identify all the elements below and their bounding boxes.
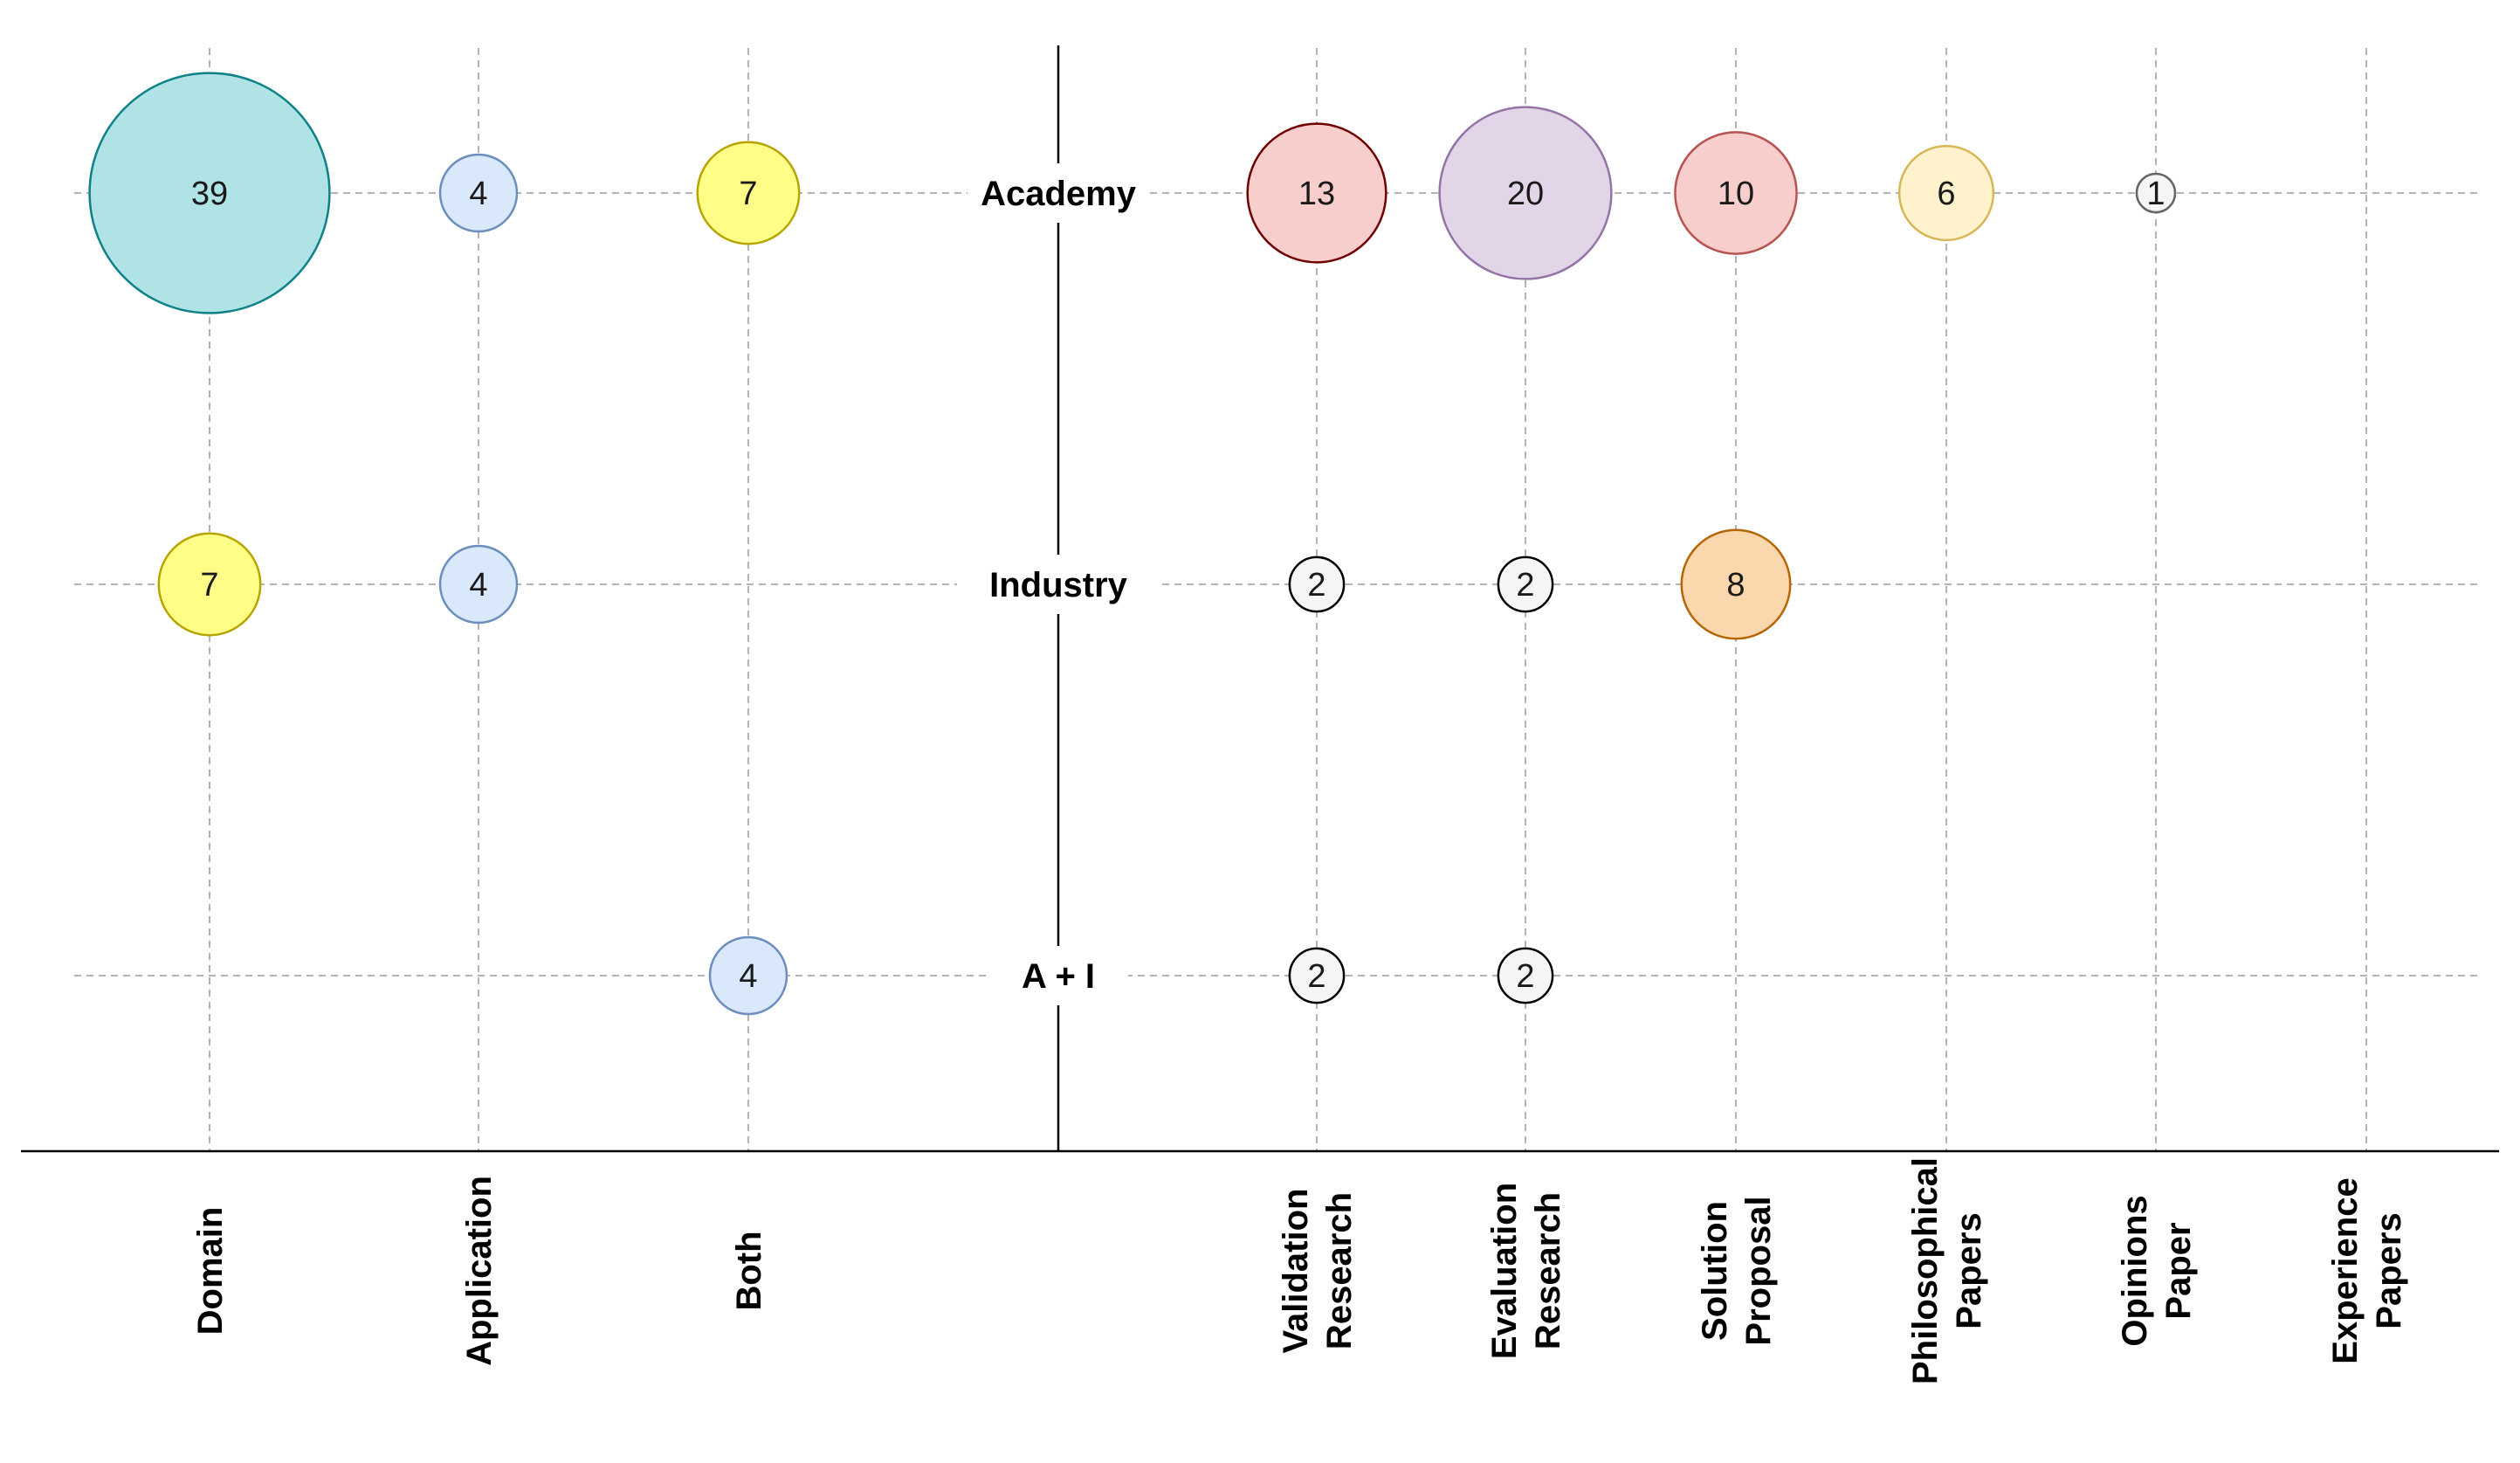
row-label-academy: Academy xyxy=(981,175,1137,213)
bubble-value-application-industry: 4 xyxy=(469,567,487,604)
bubble-value-evaluation-research-industry: 2 xyxy=(1516,567,1534,604)
bubble-opinions-paper-academy xyxy=(2135,172,2177,214)
col-label-validation-research-line-2: Research xyxy=(1320,1192,1359,1349)
col-label-application: Application xyxy=(460,1176,499,1366)
col-label-both: Both xyxy=(730,1231,768,1310)
col-label-opinions-paper-line-1: Opinions xyxy=(2116,1195,2154,1346)
bubble-philosophical-papers-academy xyxy=(1897,144,1995,242)
col-label-both-line-1: Both xyxy=(730,1231,768,1310)
bubble-application-industry xyxy=(438,544,519,625)
bubble-evaluation-research-academy xyxy=(1438,106,1613,280)
bubble-value-domain-industry: 7 xyxy=(200,567,218,604)
col-label-opinions-paper: Opinions Paper xyxy=(2116,1195,2198,1346)
bubble-value-application-academy: 4 xyxy=(469,176,487,212)
bubble-validation-research-academy xyxy=(1246,122,1387,264)
bubble-value-evaluation-research-a-i: 2 xyxy=(1516,958,1534,995)
col-label-evaluation-research: Evaluation Research xyxy=(1485,1183,1567,1359)
row-label-bg-industry xyxy=(957,555,1160,614)
bubble-value-solution-proposal-industry: 8 xyxy=(1726,567,1745,604)
bubble-domain-academy xyxy=(88,72,331,314)
bubble-value-evaluation-research-academy: 20 xyxy=(1507,176,1544,212)
col-label-evaluation-research-line-1: Evaluation xyxy=(1485,1183,1524,1359)
col-label-philosophical-papers-line-1: Philosophical xyxy=(1906,1157,1945,1384)
bubble-value-domain-academy: 39 xyxy=(191,176,228,212)
col-label-philosophical-papers: Philosophical Papers xyxy=(1906,1157,1988,1384)
col-label-experience-papers-line-1: Experience xyxy=(2326,1177,2365,1363)
bubble-value-validation-research-a-i: 2 xyxy=(1307,958,1325,995)
bubble-evaluation-research-industry xyxy=(1497,556,1554,613)
col-label-validation-research-line-1: Validation xyxy=(1277,1189,1315,1354)
col-label-evaluation-research-line-2: Research xyxy=(1529,1192,1567,1349)
row-label-bg-a-i xyxy=(988,946,1128,1005)
col-label-application-line-1: Application xyxy=(460,1176,499,1366)
row-label-bg-academy xyxy=(967,163,1149,223)
label-layer: Academy Industry A + I Domain Application Bot… xyxy=(191,163,2408,1384)
col-label-solution-proposal-line-1: Solution xyxy=(1696,1201,1734,1341)
row-label-a-i: A + I xyxy=(1022,957,1095,996)
bubble-solution-proposal-academy xyxy=(1674,131,1798,255)
col-label-philosophical-papers-line-2: Papers xyxy=(1950,1212,1988,1328)
bubble-domain-industry xyxy=(157,532,262,637)
col-label-experience-papers-line-2: Papers xyxy=(2370,1212,2408,1328)
bubble-solution-proposal-industry xyxy=(1680,528,1792,640)
bubble-validation-research-industry xyxy=(1288,556,1346,613)
col-label-validation-research: Validation Research xyxy=(1277,1189,1359,1354)
row-label-industry: Industry xyxy=(989,566,1128,604)
bubble-value-philosophical-papers-academy: 6 xyxy=(1937,176,1955,212)
bubble-value-both-a-i: 4 xyxy=(739,958,757,995)
bubble-value-validation-research-industry: 2 xyxy=(1307,567,1325,604)
bubble-value-validation-research-academy: 13 xyxy=(1298,176,1335,212)
col-label-domain-line-1: Domain xyxy=(191,1207,230,1335)
col-label-domain: Domain xyxy=(191,1207,230,1335)
col-label-opinions-paper-line-2: Paper xyxy=(2159,1222,2198,1319)
bubble-application-academy xyxy=(438,153,519,233)
col-label-experience-papers: Experience Papers xyxy=(2326,1177,2408,1363)
bubble-validation-research-a-i xyxy=(1288,947,1346,1004)
bubble-value-opinions-paper-academy: 1 xyxy=(2146,176,2165,212)
bubble-both-academy xyxy=(696,141,801,245)
bubble-both-a-i xyxy=(708,935,788,1016)
bubble-value-solution-proposal-academy: 10 xyxy=(1718,176,1754,212)
col-label-solution-proposal: Solution Proposal xyxy=(1696,1196,1778,1345)
bubble-value-both-academy: 7 xyxy=(739,176,757,212)
bubble-layer: 39 4 7 7 4 4 13 20 10 6 1 2 2 8 2 2 xyxy=(88,72,2177,1016)
bubble-evaluation-research-a-i xyxy=(1497,947,1554,1004)
col-label-solution-proposal-line-2: Proposal xyxy=(1739,1196,1778,1345)
